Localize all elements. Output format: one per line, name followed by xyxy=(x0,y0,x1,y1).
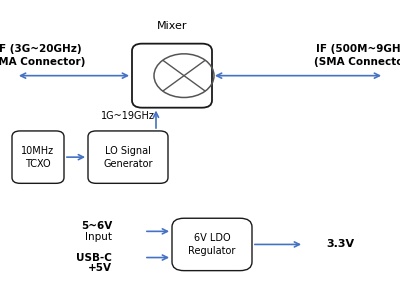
Text: Mixer: Mixer xyxy=(157,21,187,31)
Text: Input: Input xyxy=(85,232,112,242)
FancyBboxPatch shape xyxy=(132,44,212,108)
Text: LO Signal
Generator: LO Signal Generator xyxy=(103,146,153,169)
FancyBboxPatch shape xyxy=(12,131,64,183)
Text: 6V LDO
Regulator: 6V LDO Regulator xyxy=(188,233,236,256)
FancyBboxPatch shape xyxy=(88,131,168,183)
Text: IF (500M~9GHz)
(SMA Connector): IF (500M~9GHz) (SMA Connector) xyxy=(314,44,400,67)
Text: 3.3V: 3.3V xyxy=(326,239,354,249)
FancyBboxPatch shape xyxy=(172,218,252,271)
Text: RF (3G~20GHz)
(SMA Connector): RF (3G~20GHz) (SMA Connector) xyxy=(0,44,86,67)
Text: +5V: +5V xyxy=(88,263,112,273)
Text: 5~6V: 5~6V xyxy=(81,221,112,230)
Text: 10MHz
TCXO: 10MHz TCXO xyxy=(22,146,54,169)
Text: 1G~19GHz: 1G~19GHz xyxy=(101,111,155,121)
Text: USB-C: USB-C xyxy=(76,253,112,262)
